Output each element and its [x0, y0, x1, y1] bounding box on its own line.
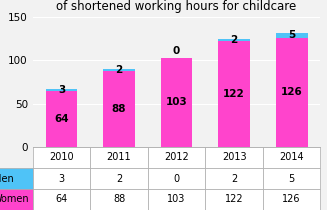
Text: 126: 126: [281, 87, 302, 97]
Bar: [46, 89, 77, 91]
Text: 2: 2: [231, 35, 238, 45]
Text: 103: 103: [166, 97, 187, 107]
Text: 0: 0: [173, 46, 180, 56]
Bar: [103, 71, 135, 147]
Bar: [218, 41, 250, 147]
Bar: [276, 38, 307, 147]
Bar: [103, 69, 135, 71]
Bar: [276, 33, 307, 38]
Text: 64: 64: [54, 114, 69, 124]
Text: 122: 122: [223, 89, 245, 99]
Bar: [46, 91, 77, 147]
Bar: [218, 39, 250, 41]
Text: 3: 3: [58, 85, 65, 95]
Text: 2: 2: [115, 65, 123, 75]
Title: Number of employees using the system
of shortened working hours for childcare: Number of employees using the system of …: [57, 0, 297, 13]
Bar: [161, 58, 192, 147]
Text: 5: 5: [288, 30, 295, 41]
Text: 88: 88: [112, 104, 126, 114]
